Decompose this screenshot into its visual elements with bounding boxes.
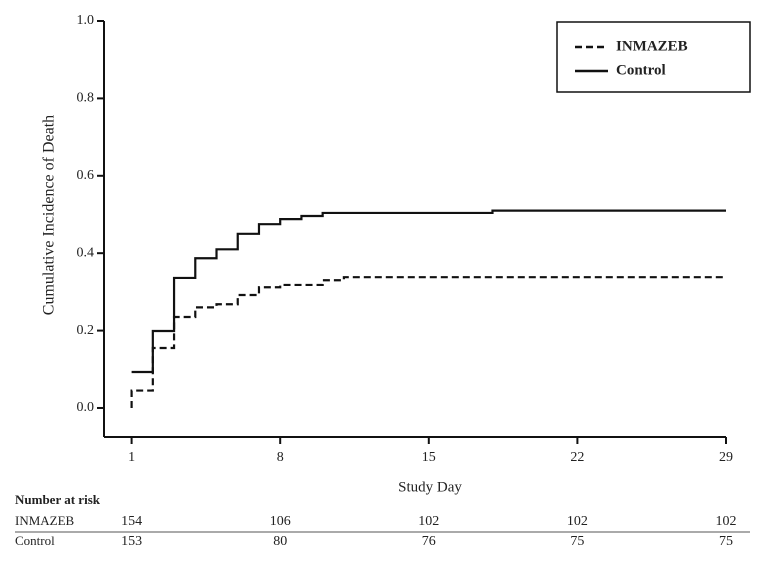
- risk-value: 106: [270, 514, 291, 529]
- risk-value: 80: [273, 534, 287, 549]
- y-tick-label: 1.0: [77, 13, 95, 28]
- y-tick-label: 0.8: [77, 91, 95, 106]
- step-line: [130, 276, 726, 408]
- legend-box: [556, 21, 751, 93]
- risk-table-title: Number at risk: [15, 492, 101, 507]
- risk-value: 154: [121, 514, 142, 529]
- risk-value: 153: [121, 534, 142, 549]
- y-tick-label: 0.6: [77, 168, 95, 183]
- y-axis-label: Cumulative Incidence of Death: [41, 115, 58, 315]
- risk-value: 102: [418, 514, 439, 529]
- x-tick-label: 8: [277, 450, 284, 465]
- x-axis-label: Study Day: [398, 479, 462, 495]
- risk-row-label: Control: [15, 533, 55, 548]
- risk-value: 75: [570, 534, 584, 549]
- risk-value: 75: [719, 534, 733, 549]
- y-tick-label: 0.0: [77, 400, 95, 415]
- legend-label: Control: [616, 62, 666, 78]
- risk-value: 102: [567, 514, 588, 529]
- risk-row-label: INMAZEB: [15, 513, 75, 528]
- risk-value: 76: [422, 534, 436, 549]
- step-line: [131, 209, 726, 374]
- x-tick-label: 15: [422, 450, 436, 465]
- risk-value: 102: [716, 514, 737, 529]
- x-tick-label: 1: [128, 450, 135, 465]
- x-tick-label: 22: [570, 450, 584, 465]
- legend-label: INMAZEB: [616, 38, 688, 54]
- y-tick-label: 0.4: [77, 245, 95, 260]
- x-tick-label: 29: [719, 450, 733, 465]
- y-tick-label: 0.2: [77, 323, 95, 338]
